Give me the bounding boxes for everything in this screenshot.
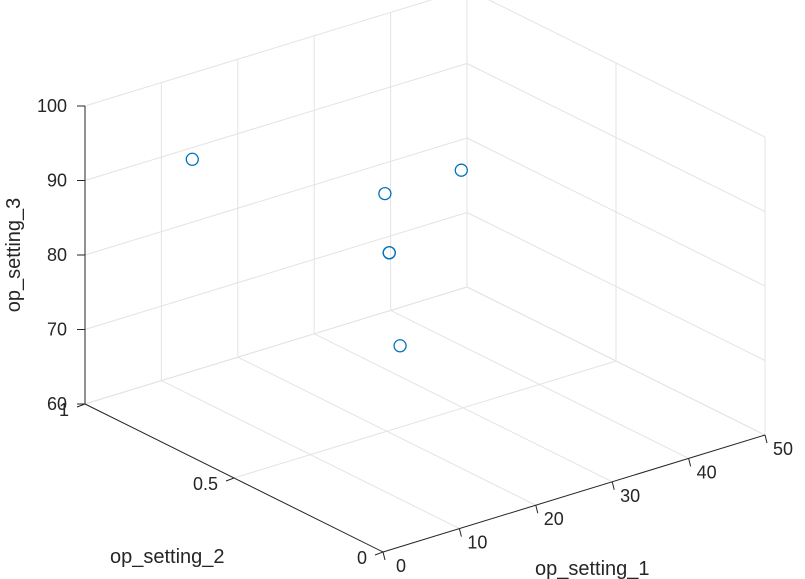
y-axis-label: op_setting_2 <box>110 546 225 568</box>
grid-line <box>466 63 766 212</box>
x-tick-label: 40 <box>697 462 717 482</box>
grid-line <box>466 286 766 436</box>
data-points <box>185 152 468 353</box>
data-point <box>454 163 468 177</box>
grid-line <box>84 286 468 405</box>
z-axis-label: op_setting_3 <box>3 198 25 313</box>
grid-line <box>84 212 468 330</box>
z-tick-label: 100 <box>37 96 67 116</box>
grid-line <box>233 360 617 479</box>
x-tick-label: 0 <box>396 556 406 576</box>
grid-line <box>84 63 468 181</box>
data-point <box>185 152 199 166</box>
x-axis-label: op_setting_1 <box>535 558 650 579</box>
z-tick-label: 70 <box>47 320 67 340</box>
x-tick-label: 50 <box>773 439 793 459</box>
y-tick-label: 1 <box>59 400 69 420</box>
y-tick <box>225 477 235 482</box>
data-point <box>382 246 396 260</box>
y-tick-label: 0 <box>357 548 367 568</box>
data-point <box>378 186 392 201</box>
tick-marks <box>76 105 768 561</box>
grid-line <box>84 0 433 107</box>
x-tick-label: 20 <box>544 509 564 529</box>
x-tick <box>688 458 692 467</box>
data-point <box>393 339 407 353</box>
tick-labels: 0 10 20 30 40 50 0 0.5 160 70 80 90 100 <box>37 96 793 576</box>
grid-lines <box>84 0 766 553</box>
y-tick <box>374 551 384 556</box>
z-tick-label: 60 <box>47 394 67 414</box>
x-tick <box>611 481 615 490</box>
grid-line <box>466 212 766 361</box>
z-tick-label: 80 <box>47 245 67 265</box>
grid-line <box>84 137 468 256</box>
x-tick <box>764 434 768 444</box>
x-tick-label: 30 <box>620 486 640 506</box>
x-tick <box>535 505 539 514</box>
z-tick-label: 90 <box>47 171 67 191</box>
grid-line <box>466 137 766 287</box>
grid-line <box>488 0 766 138</box>
x-axis-line <box>382 434 766 553</box>
x-tick <box>458 528 462 537</box>
x-tick <box>382 551 386 561</box>
x-tick-label: 10 <box>467 533 487 553</box>
axis-lines <box>84 106 766 553</box>
y-tick-label: 0.5 <box>193 474 218 494</box>
